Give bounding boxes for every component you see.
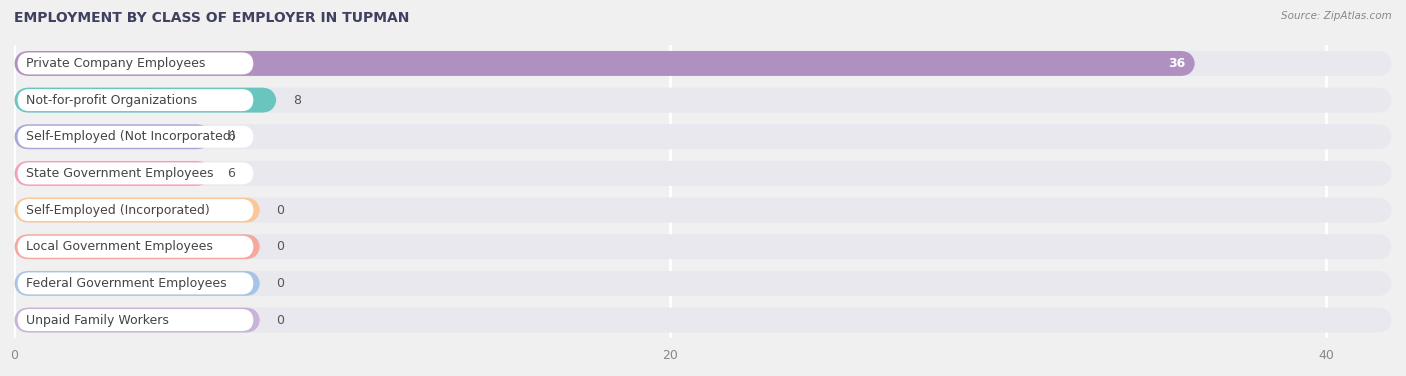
Text: 0: 0 <box>277 277 284 290</box>
Text: 0: 0 <box>277 240 284 253</box>
Text: Source: ZipAtlas.com: Source: ZipAtlas.com <box>1281 11 1392 21</box>
Text: 6: 6 <box>228 167 235 180</box>
FancyBboxPatch shape <box>14 88 277 112</box>
Text: 6: 6 <box>228 130 235 143</box>
FancyBboxPatch shape <box>14 271 1392 296</box>
Text: EMPLOYMENT BY CLASS OF EMPLOYER IN TUPMAN: EMPLOYMENT BY CLASS OF EMPLOYER IN TUPMA… <box>14 11 409 25</box>
Text: Unpaid Family Workers: Unpaid Family Workers <box>25 314 169 327</box>
FancyBboxPatch shape <box>17 272 253 294</box>
FancyBboxPatch shape <box>17 89 253 111</box>
FancyBboxPatch shape <box>14 88 1392 112</box>
Text: State Government Employees: State Government Employees <box>25 167 214 180</box>
FancyBboxPatch shape <box>14 234 1392 259</box>
Text: Not-for-profit Organizations: Not-for-profit Organizations <box>25 94 197 107</box>
Text: Local Government Employees: Local Government Employees <box>25 240 212 253</box>
FancyBboxPatch shape <box>14 124 1392 149</box>
FancyBboxPatch shape <box>14 161 1392 186</box>
FancyBboxPatch shape <box>14 271 260 296</box>
FancyBboxPatch shape <box>14 198 1392 223</box>
FancyBboxPatch shape <box>14 308 1392 332</box>
Text: Self-Employed (Incorporated): Self-Employed (Incorporated) <box>25 203 209 217</box>
FancyBboxPatch shape <box>17 236 253 258</box>
FancyBboxPatch shape <box>14 124 211 149</box>
FancyBboxPatch shape <box>14 234 260 259</box>
Text: Federal Government Employees: Federal Government Employees <box>25 277 226 290</box>
Text: Self-Employed (Not Incorporated): Self-Employed (Not Incorporated) <box>25 130 235 143</box>
FancyBboxPatch shape <box>17 53 253 74</box>
Text: 36: 36 <box>1168 57 1185 70</box>
FancyBboxPatch shape <box>17 199 253 221</box>
FancyBboxPatch shape <box>14 161 211 186</box>
FancyBboxPatch shape <box>17 162 253 185</box>
FancyBboxPatch shape <box>17 309 253 331</box>
Text: 0: 0 <box>277 203 284 217</box>
Text: 8: 8 <box>292 94 301 107</box>
FancyBboxPatch shape <box>14 308 260 332</box>
FancyBboxPatch shape <box>14 51 1195 76</box>
FancyBboxPatch shape <box>14 198 260 223</box>
FancyBboxPatch shape <box>17 126 253 148</box>
Text: Private Company Employees: Private Company Employees <box>25 57 205 70</box>
FancyBboxPatch shape <box>14 51 1392 76</box>
Text: 0: 0 <box>277 314 284 327</box>
